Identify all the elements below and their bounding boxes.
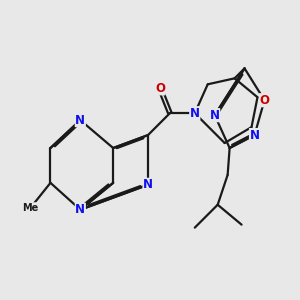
Text: O: O	[260, 94, 269, 107]
Text: N: N	[210, 109, 220, 122]
Text: N: N	[250, 129, 260, 142]
Text: O: O	[155, 82, 165, 95]
Text: Me: Me	[22, 203, 39, 213]
Text: N: N	[190, 107, 200, 120]
Text: N: N	[75, 203, 85, 216]
Text: N: N	[75, 114, 85, 127]
Text: N: N	[143, 178, 153, 191]
